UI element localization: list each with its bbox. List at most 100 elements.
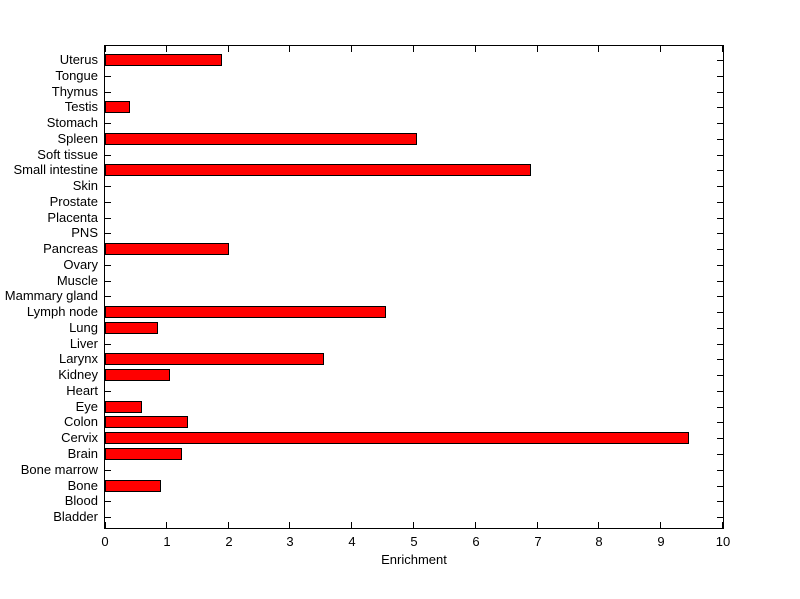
- bar-cervix: [105, 432, 689, 444]
- ytick-label-placenta: Placenta: [47, 210, 98, 225]
- ytick-label-uterus: Uterus: [59, 52, 98, 67]
- xtick-bottom-3: [289, 522, 290, 528]
- bar-testis: [105, 101, 130, 113]
- ytick-right-placenta: [717, 218, 723, 219]
- ytick-label-spleen: Spleen: [57, 131, 98, 146]
- ytick-left-skin: [105, 186, 111, 187]
- xtick-label-8: 8: [595, 534, 603, 549]
- xtick-label-1: 1: [163, 534, 171, 549]
- ytick-left-bone-marrow: [105, 470, 111, 471]
- xtick-label-5: 5: [410, 534, 418, 549]
- xtick-top-2: [228, 46, 229, 52]
- ytick-right-bladder: [717, 517, 723, 518]
- ytick-right-stomach: [717, 123, 723, 124]
- ytick-right-skin: [717, 186, 723, 187]
- xtick-label-4: 4: [348, 534, 356, 549]
- ytick-right-lung: [717, 328, 723, 329]
- ytick-left-stomach: [105, 123, 111, 124]
- ytick-left-liver: [105, 344, 111, 345]
- x-axis-title: Enrichment: [381, 552, 447, 567]
- ytick-right-bone-marrow: [717, 470, 723, 471]
- ytick-right-prostate: [717, 202, 723, 203]
- ytick-right-larynx: [717, 359, 723, 360]
- ytick-label-skin: Skin: [72, 178, 98, 193]
- ytick-label-prostate: Prostate: [49, 194, 98, 209]
- ytick-label-heart: Heart: [66, 383, 98, 398]
- ytick-label-bone-marrow: Bone marrow: [20, 462, 98, 477]
- ytick-right-kidney: [717, 375, 723, 376]
- ytick-label-small-intestine: Small intestine: [13, 162, 98, 177]
- xtick-top-3: [289, 46, 290, 52]
- xtick-top-0: [105, 46, 106, 52]
- ytick-right-blood: [717, 501, 723, 502]
- ytick-right-brain: [717, 454, 723, 455]
- ytick-left-bladder: [105, 517, 111, 518]
- xtick-bottom-8: [598, 522, 599, 528]
- bar-spleen: [105, 133, 417, 145]
- ytick-left-thymus: [105, 92, 111, 93]
- plot-area: [104, 45, 724, 529]
- ytick-right-tongue: [717, 76, 723, 77]
- ytick-label-ovary: Ovary: [63, 257, 98, 272]
- ytick-right-spleen: [717, 139, 723, 140]
- ytick-label-bladder: Bladder: [53, 509, 98, 524]
- ytick-right-thymus: [717, 92, 723, 93]
- bar-brain: [105, 448, 182, 460]
- ytick-right-pns: [717, 233, 723, 234]
- xtick-top-8: [598, 46, 599, 52]
- xtick-bottom-0: [105, 522, 106, 528]
- ytick-right-heart: [717, 391, 723, 392]
- xtick-top-6: [475, 46, 476, 52]
- ytick-label-mammary-gland: Mammary gland: [4, 288, 98, 303]
- ytick-label-stomach: Stomach: [46, 115, 98, 130]
- xtick-bottom-4: [351, 522, 352, 528]
- ytick-right-eye: [717, 407, 723, 408]
- ytick-right-liver: [717, 344, 723, 345]
- xtick-bottom-2: [228, 522, 229, 528]
- xtick-bottom-10: [722, 522, 723, 528]
- xtick-top-4: [351, 46, 352, 52]
- ytick-right-uterus: [717, 60, 723, 61]
- bar-kidney: [105, 369, 170, 381]
- ytick-label-eye: Eye: [75, 399, 98, 414]
- bar-pancreas: [105, 243, 229, 255]
- xtick-top-9: [660, 46, 661, 52]
- ytick-label-muscle: Muscle: [56, 273, 98, 288]
- ytick-right-mammary-gland: [717, 296, 723, 297]
- xtick-label-3: 3: [286, 534, 294, 549]
- xtick-bottom-9: [660, 522, 661, 528]
- ytick-right-bone: [717, 486, 723, 487]
- ytick-label-soft-tissue: Soft tissue: [37, 147, 98, 162]
- bar-bone: [105, 480, 161, 492]
- ytick-label-thymus: Thymus: [51, 84, 98, 99]
- ytick-label-cervix: Cervix: [61, 430, 98, 445]
- ytick-right-cervix: [717, 438, 723, 439]
- ytick-label-lymph-node: Lymph node: [26, 304, 98, 319]
- xtick-top-7: [537, 46, 538, 52]
- ytick-right-muscle: [717, 281, 723, 282]
- ytick-right-small-intestine: [717, 170, 723, 171]
- ytick-left-blood: [105, 501, 111, 502]
- ytick-right-lymph-node: [717, 312, 723, 313]
- ytick-right-ovary: [717, 265, 723, 266]
- ytick-label-colon: Colon: [64, 414, 98, 429]
- ytick-label-brain: Brain: [67, 446, 98, 461]
- xtick-label-0: 0: [101, 534, 109, 549]
- ytick-label-pancreas: Pancreas: [43, 241, 98, 256]
- xtick-label-10: 10: [715, 534, 731, 549]
- ytick-left-tongue: [105, 76, 111, 77]
- ytick-left-mammary-gland: [105, 296, 111, 297]
- ytick-right-pancreas: [717, 249, 723, 250]
- ytick-label-blood: Blood: [64, 493, 98, 508]
- bar-lung: [105, 322, 158, 334]
- ytick-label-kidney: Kidney: [58, 367, 98, 382]
- xtick-bottom-7: [537, 522, 538, 528]
- ytick-left-soft-tissue: [105, 155, 111, 156]
- ytick-label-lung: Lung: [69, 320, 98, 335]
- xtick-top-5: [413, 46, 414, 52]
- ytick-left-placenta: [105, 218, 111, 219]
- ytick-right-testis: [717, 107, 723, 108]
- ytick-left-heart: [105, 391, 111, 392]
- xtick-bottom-5: [413, 522, 414, 528]
